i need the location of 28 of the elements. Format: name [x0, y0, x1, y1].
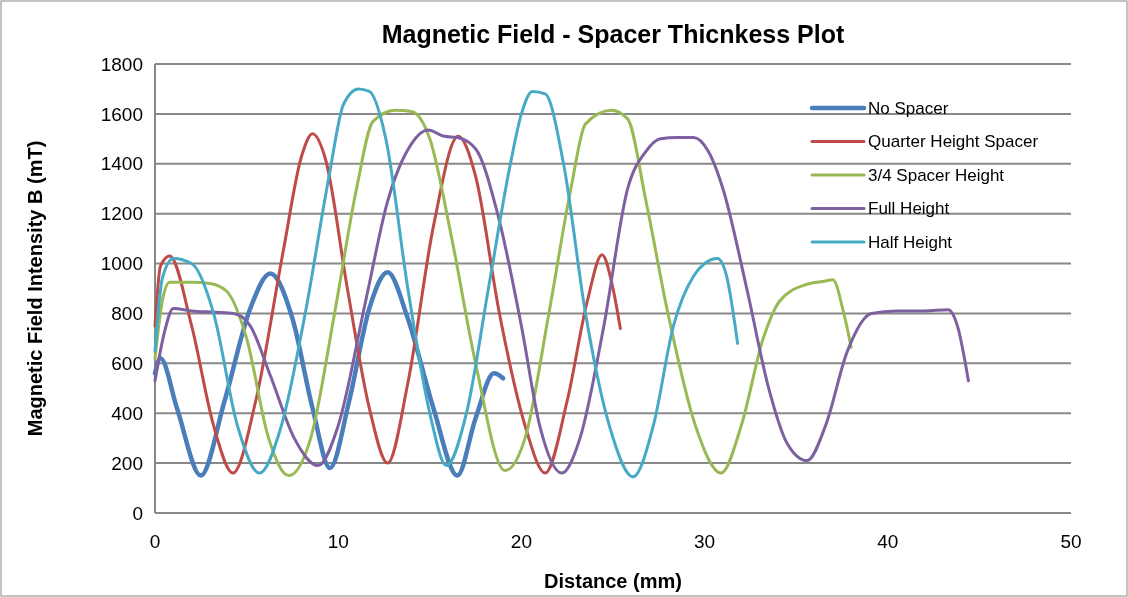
x-tick-label: 20	[510, 531, 532, 552]
y-tick-label: 0	[132, 502, 143, 524]
legend-label: Full Height	[868, 199, 950, 219]
x-tick-label: 30	[694, 531, 716, 552]
line-series	[153, 132, 622, 475]
y-tick-label: 1600	[100, 103, 143, 125]
x-axis-title: Distance (mm)	[544, 570, 682, 592]
legend-label: No Spacer	[868, 98, 949, 118]
legend-label: Half Height	[868, 232, 953, 252]
y-tick-label: 800	[111, 303, 143, 325]
chart-title: Magnetic Field - Spacer Thicnkess Plot	[381, 20, 845, 48]
x-tick-label: 10	[327, 531, 349, 552]
line-series	[152, 270, 506, 478]
legend-label: Quarter Height Spacer	[868, 132, 1039, 152]
y-axis-title: Magnetic Field Intensity B (mT)	[24, 140, 46, 437]
y-tick-label: 1800	[100, 53, 143, 75]
y-tick-label: 200	[111, 452, 143, 474]
y-tick-label: 1000	[100, 253, 143, 275]
line-series	[153, 87, 740, 479]
y-tick-label: 600	[111, 352, 143, 374]
legend-label: 3/4 Spacer Height	[868, 165, 1005, 185]
line-series	[153, 108, 853, 478]
y-tick-label: 400	[111, 402, 143, 424]
x-tick-label: 50	[1060, 531, 1082, 552]
x-tick-label: 40	[877, 531, 899, 552]
y-tick-label: 1200	[100, 203, 143, 225]
y-tick-label: 1400	[100, 153, 143, 175]
x-tick-label: 0	[149, 531, 161, 552]
